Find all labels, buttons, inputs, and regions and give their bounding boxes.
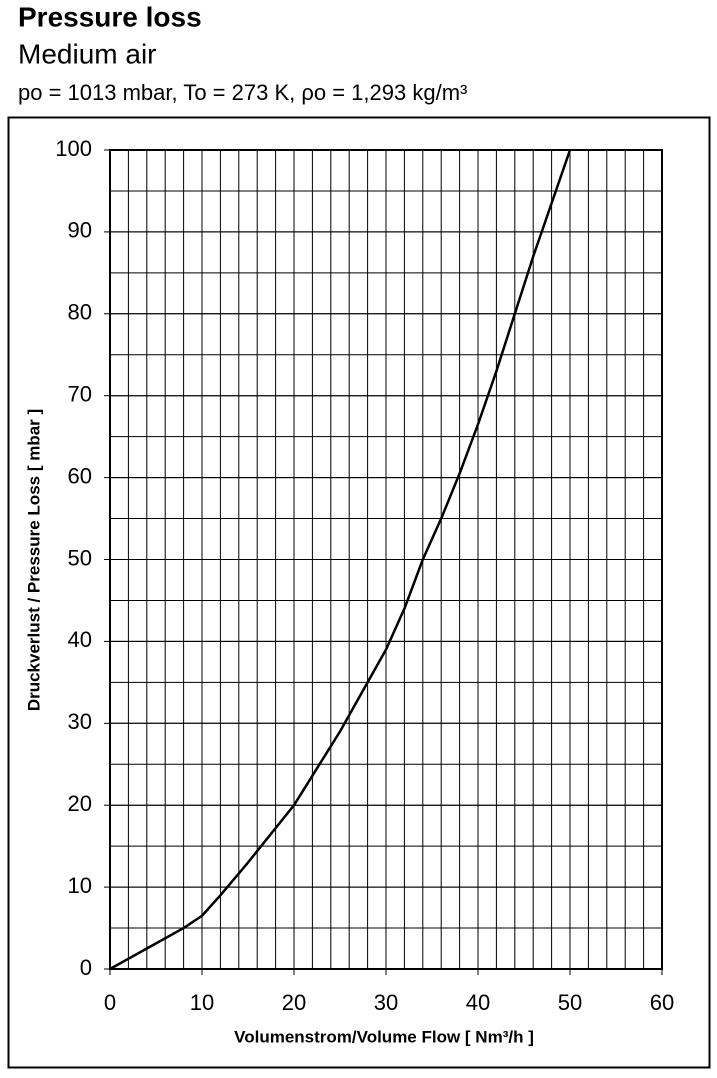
y-tick-label: 60 [68, 463, 92, 488]
plot-area [109, 149, 663, 970]
chart-title: Pressure loss [18, 1, 202, 32]
x-tick-label: 20 [282, 990, 306, 1015]
frame [7, 116, 711, 1069]
chart-subtitle: Medium air [18, 38, 156, 69]
y-axis-label: Druckverlust / Pressure Loss [ mbar ] [24, 409, 43, 711]
x-tick-label: 0 [104, 990, 116, 1015]
conditions: po = 1013 mbar, To = 273 K, ρo = 1,293 k… [18, 80, 467, 105]
y-tick-label: 70 [68, 382, 92, 407]
y-tick-label: 50 [68, 545, 92, 570]
y-tick-label: 80 [68, 300, 92, 325]
y-tick-label: 10 [68, 873, 92, 898]
y-tick-label: 100 [55, 136, 92, 161]
y-tick-label: 30 [68, 709, 92, 734]
x-tick-label: 50 [558, 990, 582, 1015]
x-tick-label: 60 [650, 990, 674, 1015]
x-tick-label: 10 [190, 990, 214, 1015]
y-tick-label: 0 [80, 955, 92, 980]
curve [109, 149, 572, 971]
y-tick-label: 20 [68, 791, 92, 816]
y-tick-label: 40 [68, 627, 92, 652]
x-tick-label: 30 [374, 990, 398, 1015]
x-tick-label: 40 [466, 990, 490, 1015]
y-tick-label: 90 [68, 218, 92, 243]
x-axis-label: Volumenstrom/Volume Flow [ Nm³/h ] [234, 1027, 534, 1046]
